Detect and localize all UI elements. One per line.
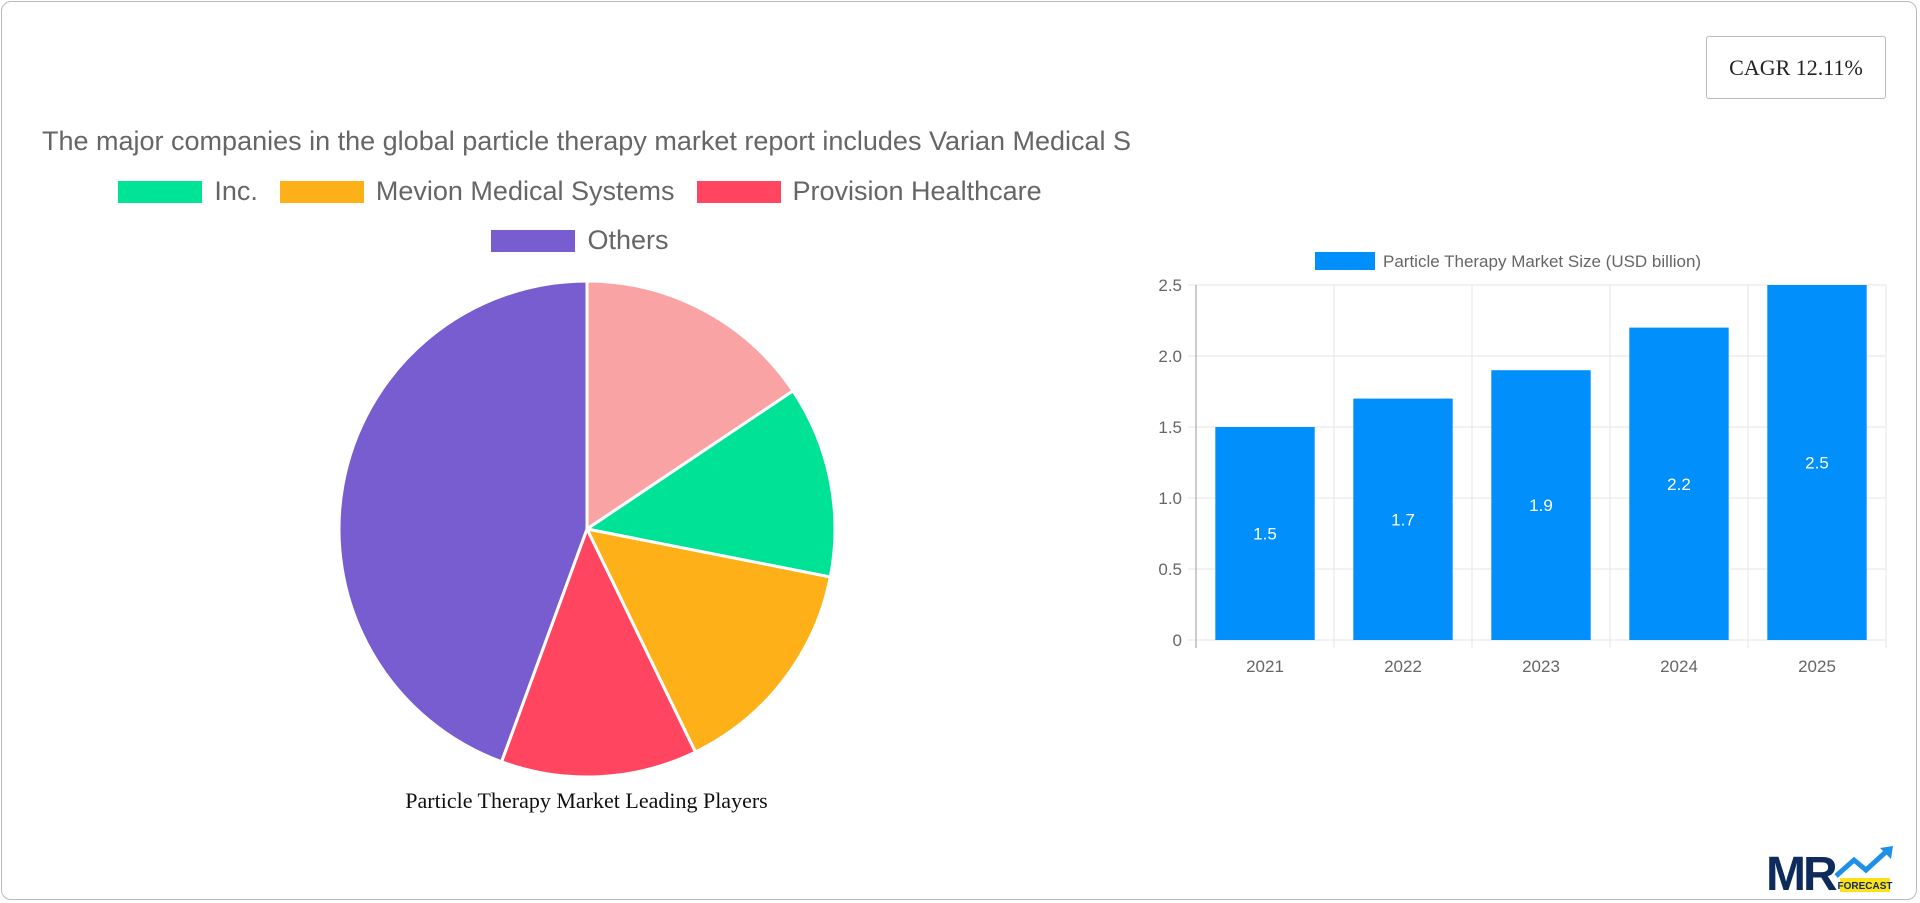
legend-label: Others bbox=[587, 225, 669, 255]
legend-swatch bbox=[491, 229, 576, 252]
pie-slice-3[interactable] bbox=[499, 525, 698, 779]
cagr-badge: CAGR 12.11% bbox=[1706, 36, 1886, 99]
pie-legend-item-4[interactable]: Others bbox=[491, 225, 669, 256]
pie-legend-item-0[interactable]: The major companies in the global partic… bbox=[42, 126, 1132, 156]
pie-chart-title: Particle Therapy Market Leading Players bbox=[405, 788, 768, 813]
pie-legend-row-1: Inc. Mevion Medical Systems Provision He… bbox=[0, 176, 1160, 207]
svg-text:MR: MR bbox=[1766, 848, 1837, 896]
legend-label: Inc. bbox=[214, 176, 258, 206]
legend-swatch bbox=[118, 180, 203, 203]
pie-chart bbox=[337, 279, 837, 779]
pie-slice-4[interactable] bbox=[337, 279, 589, 764]
legend-label: Mevion Medical Systems bbox=[375, 176, 675, 206]
pie-legend-row-2: Others bbox=[0, 225, 1160, 256]
pie-slice-2[interactable] bbox=[584, 526, 833, 755]
svg-text:FORECAST: FORECAST bbox=[1838, 881, 1893, 892]
pie-slice-0[interactable] bbox=[585, 279, 796, 532]
legend-swatch bbox=[279, 180, 364, 203]
legend-label: Provision Healthcare bbox=[792, 176, 1042, 206]
pie-legend-item-2[interactable]: Mevion Medical Systems bbox=[279, 176, 675, 207]
pie-legend-item-1[interactable]: Inc. bbox=[118, 176, 258, 207]
pie-slice-1[interactable] bbox=[583, 388, 837, 579]
mr-forecast-logo: MR FORECAST bbox=[1766, 846, 1893, 896]
pie-legend-item-3[interactable]: Provision Healthcare bbox=[696, 176, 1042, 207]
legend-swatch bbox=[696, 180, 781, 203]
